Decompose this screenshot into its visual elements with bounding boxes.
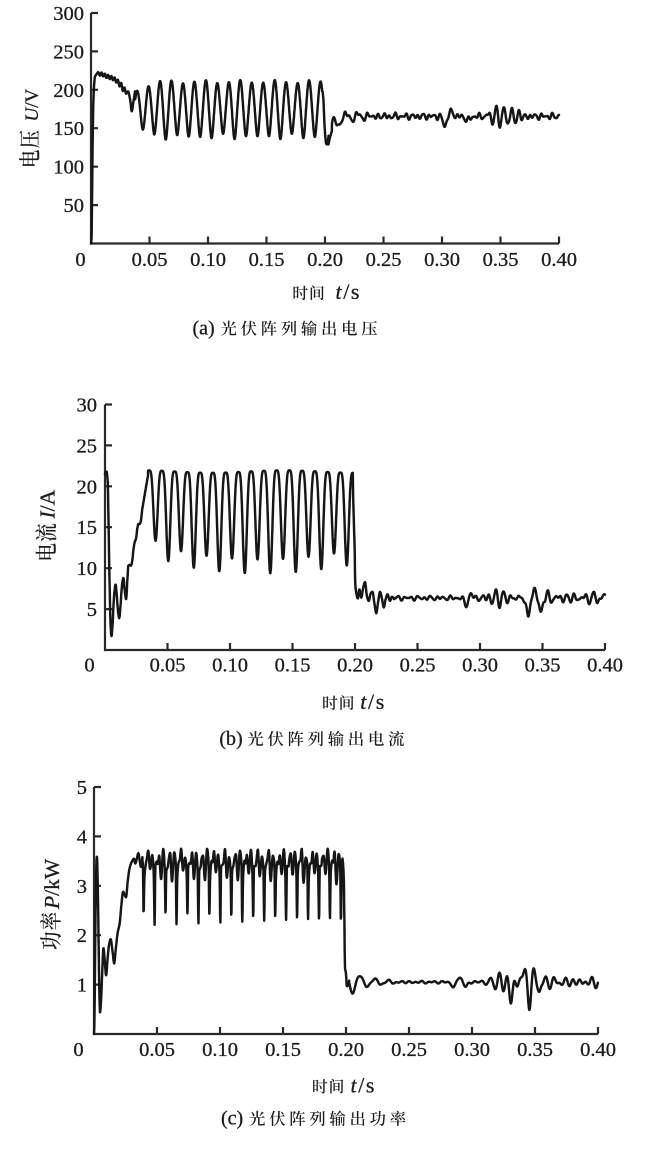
svg-text:0.35: 0.35 bbox=[525, 655, 561, 677]
svg-text:0.30: 0.30 bbox=[454, 1039, 490, 1061]
svg-text:200: 200 bbox=[53, 80, 84, 102]
svg-text:0.05: 0.05 bbox=[150, 655, 186, 677]
svg-text:250: 250 bbox=[53, 41, 84, 63]
svg-text:300: 300 bbox=[53, 3, 84, 25]
svg-text:0.20: 0.20 bbox=[307, 249, 343, 271]
svg-text:0: 0 bbox=[73, 1039, 83, 1061]
svg-text:2: 2 bbox=[77, 925, 87, 947]
svg-text:0.35: 0.35 bbox=[517, 1039, 553, 1061]
svg-text:4: 4 bbox=[77, 826, 87, 848]
svg-text:10: 10 bbox=[77, 558, 98, 580]
svg-text:0.40: 0.40 bbox=[541, 249, 577, 271]
svg-text:25: 25 bbox=[77, 435, 98, 457]
svg-text:15: 15 bbox=[77, 517, 98, 539]
svg-text:0.15: 0.15 bbox=[275, 655, 311, 677]
svg-text:t/s: t/s bbox=[336, 279, 362, 304]
svg-text:0.10: 0.10 bbox=[190, 249, 226, 271]
svg-text:(b): (b) bbox=[219, 728, 242, 750]
svg-text:0.40: 0.40 bbox=[587, 655, 623, 677]
svg-text:0.25: 0.25 bbox=[400, 655, 436, 677]
svg-text:0.05: 0.05 bbox=[139, 1039, 175, 1061]
svg-text:100: 100 bbox=[53, 157, 84, 179]
svg-text:0.15: 0.15 bbox=[265, 1039, 301, 1061]
svg-text:0.40: 0.40 bbox=[580, 1039, 616, 1061]
svg-text:0.30: 0.30 bbox=[424, 249, 460, 271]
svg-text:0: 0 bbox=[75, 249, 85, 271]
svg-text:5: 5 bbox=[87, 599, 97, 621]
svg-text:0.20: 0.20 bbox=[328, 1039, 364, 1061]
svg-text:0: 0 bbox=[84, 655, 94, 677]
svg-text:0.10: 0.10 bbox=[202, 1039, 238, 1061]
svg-text:t/s: t/s bbox=[360, 689, 386, 714]
svg-text:150: 150 bbox=[53, 118, 84, 140]
svg-text:50: 50 bbox=[64, 195, 85, 217]
svg-text:0.30: 0.30 bbox=[462, 655, 498, 677]
svg-text:3: 3 bbox=[77, 876, 87, 898]
svg-text:5: 5 bbox=[77, 777, 87, 799]
svg-text:I/A: I/A bbox=[36, 489, 60, 519]
svg-text:0.10: 0.10 bbox=[212, 655, 248, 677]
svg-text:(c): (c) bbox=[221, 1108, 243, 1130]
svg-text:1: 1 bbox=[77, 975, 87, 997]
svg-text:t/s: t/s bbox=[351, 1072, 377, 1097]
svg-text:0.25: 0.25 bbox=[366, 249, 402, 271]
svg-text:20: 20 bbox=[77, 476, 98, 498]
svg-text:(a): (a) bbox=[193, 318, 215, 340]
svg-text:P/kW: P/kW bbox=[40, 858, 64, 910]
svg-text:0.35: 0.35 bbox=[483, 249, 519, 271]
svg-text:0.20: 0.20 bbox=[337, 655, 373, 677]
svg-text:0.15: 0.15 bbox=[249, 249, 285, 271]
svg-text:30: 30 bbox=[77, 395, 98, 417]
svg-text:U/V: U/V bbox=[22, 88, 43, 121]
svg-text:0.25: 0.25 bbox=[391, 1039, 427, 1061]
svg-text:0.05: 0.05 bbox=[132, 249, 168, 271]
